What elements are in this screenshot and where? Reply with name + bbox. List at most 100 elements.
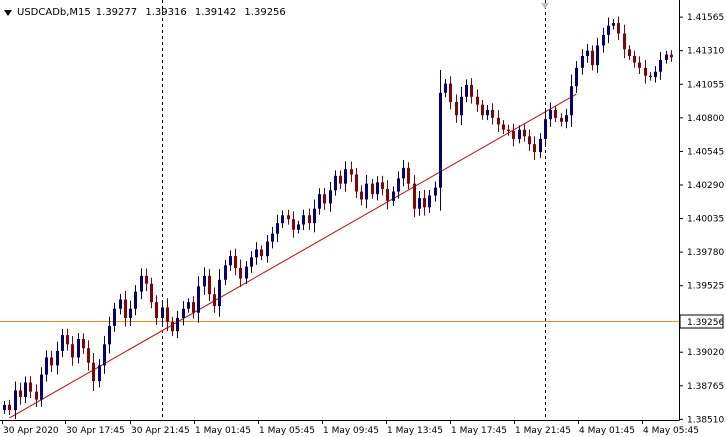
candle-body <box>124 299 127 318</box>
candle-body <box>407 167 410 184</box>
candle-body <box>554 109 557 118</box>
time-tick-label: 1 May 09:45 <box>323 426 379 436</box>
price-tick-label: 1.41310 <box>687 47 724 57</box>
candle-body <box>281 215 284 224</box>
candle-body <box>229 256 232 266</box>
candle-body <box>455 102 458 116</box>
current-price-tag <box>679 314 724 329</box>
candle-body <box>129 308 132 318</box>
candle-body <box>150 283 153 303</box>
price-tick-label: 1.41055 <box>687 80 724 90</box>
price-tick-label: 1.38510 <box>687 415 724 425</box>
price-tick-label: 1.40545 <box>687 147 724 157</box>
symbol-label: USDCADb,M15 <box>17 6 91 18</box>
candle-body <box>497 117 500 125</box>
ohlc-readout: 1.39277 1.39316 1.39142 1.39256 <box>96 7 291 18</box>
candle-body <box>113 308 116 326</box>
candle-body <box>187 302 190 309</box>
candle-body <box>617 23 620 34</box>
low-value: 1.39142 <box>194 6 237 18</box>
candle-body <box>544 119 547 139</box>
candle-body <box>266 241 269 257</box>
candle-body <box>502 124 505 130</box>
candle-body <box>82 339 85 349</box>
candle-body <box>591 50 594 66</box>
candle-body <box>134 291 137 309</box>
candle-body <box>171 321 174 332</box>
candle-body <box>644 67 647 76</box>
time-tick-label: 30 Apr 17:45 <box>66 426 125 436</box>
price-tick-label: 1.40800 <box>687 114 724 124</box>
price-tick-label: 1.38765 <box>687 382 724 392</box>
candle-body <box>287 215 290 220</box>
price-tick-label: 1.39020 <box>687 348 724 358</box>
candle-body <box>418 198 421 209</box>
candle-body <box>24 382 27 397</box>
time-tick-label: 30 Apr 2020 <box>3 426 59 436</box>
candle-body <box>323 194 326 204</box>
candle-body <box>376 182 379 195</box>
candle-body <box>549 109 552 120</box>
candle-body <box>465 84 468 97</box>
candle-body <box>350 169 353 175</box>
candle-body <box>98 365 101 382</box>
candle-body <box>491 109 494 118</box>
open-value: 1.39277 <box>95 6 138 18</box>
candle-body <box>518 129 521 139</box>
candle-body <box>371 183 374 195</box>
candle-body <box>297 224 300 230</box>
candle-body <box>87 348 90 363</box>
candle-body <box>203 275 206 287</box>
candle-body <box>271 233 274 242</box>
candle-body <box>633 55 636 63</box>
candle-body <box>533 144 536 153</box>
chart-menu-arrow-icon[interactable] <box>4 10 12 16</box>
candle-body <box>197 286 200 313</box>
price-tick-label: 1.40035 <box>687 215 724 225</box>
candle-body <box>602 34 605 46</box>
candle-body <box>45 357 48 375</box>
close-value: 1.39256 <box>244 6 286 18</box>
candle-body <box>476 96 479 105</box>
candle-body <box>423 198 426 208</box>
candle-body <box>29 382 32 392</box>
candle-body <box>71 344 74 358</box>
candle-body <box>360 191 363 200</box>
candle-body <box>255 249 258 258</box>
candle-body <box>512 131 515 139</box>
candle-body <box>234 256 237 268</box>
candle-body <box>355 174 358 192</box>
candle-body <box>245 266 248 279</box>
separator-marker-icon <box>541 3 549 9</box>
price-tick-label: 1.39525 <box>687 282 724 292</box>
candle-body <box>50 357 53 366</box>
candle-body <box>449 83 452 103</box>
candle-body <box>308 215 311 224</box>
candle-body <box>313 208 316 224</box>
candle-body <box>276 223 279 234</box>
candle-body <box>670 54 673 58</box>
candle-body <box>140 275 143 292</box>
candle-body <box>649 75 652 78</box>
candle-body <box>56 350 59 366</box>
candle-body <box>302 215 305 225</box>
candle-body <box>665 54 668 60</box>
candle-body <box>402 167 405 179</box>
candle-body <box>439 92 442 188</box>
candle-body <box>8 404 11 411</box>
candle-body <box>392 191 395 201</box>
candle-body <box>523 129 526 137</box>
time-tick-label: 1 May 05:45 <box>259 426 315 436</box>
candle-body <box>528 136 531 145</box>
time-tick-label: 1 May 21:45 <box>515 426 571 436</box>
candle-body <box>155 302 158 318</box>
candle-body <box>434 187 437 196</box>
candle-body <box>61 335 64 351</box>
price-tick-label: 1.39780 <box>687 248 724 258</box>
time-tick-label: 1 May 13:45 <box>387 426 443 436</box>
candle-body <box>182 308 185 318</box>
candle-body <box>486 109 489 116</box>
